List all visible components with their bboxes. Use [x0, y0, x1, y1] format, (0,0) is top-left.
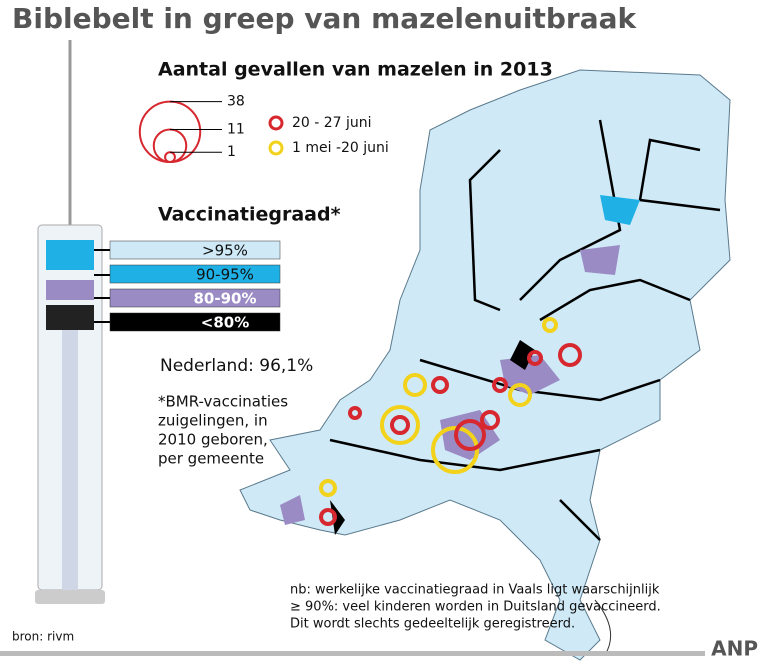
syringe: [35, 40, 110, 604]
vaccination-swatch: [109, 288, 281, 308]
vaccination-swatch: [109, 264, 281, 284]
brand: ANP: [711, 637, 758, 661]
vaccination-title: Vaccinatiegraad*: [158, 204, 341, 226]
footnote-line: zuigelingen, in: [158, 412, 268, 430]
vaccination-swatch: [109, 240, 281, 260]
size-legend-circle: [164, 151, 176, 164]
size-legend-circle: [152, 128, 188, 163]
footnote-line: per gemeente: [158, 450, 264, 468]
vaccination-label: 80-90%: [193, 290, 256, 308]
vaccination-swatch: [109, 312, 281, 332]
period-marker: [268, 115, 284, 131]
source: bron: rivm: [12, 630, 74, 644]
title: Biblebelt in greep van mazelenuitbraak: [12, 2, 638, 35]
note-line: ≥ 90%: veel kinderen worden in Duitsland…: [290, 600, 661, 615]
note-line: Dit wordt slechts gedeeltelijk geregistr…: [290, 617, 575, 632]
size-legend-label: 1: [227, 144, 236, 160]
period-label: 1 mei -20 juni: [292, 140, 389, 156]
vaccination-label: <80%: [201, 314, 249, 332]
map: [239, 69, 731, 661]
footnote-line: *BMR-vaccinaties: [158, 393, 288, 411]
vaccination-label: 90-95%: [196, 266, 254, 284]
bottom-rule: [0, 651, 705, 656]
period-label: 20 - 27 juni: [292, 115, 372, 131]
size-legend-label: 38: [227, 94, 245, 110]
period-marker: [268, 140, 284, 156]
subtitle: Aantal gevallen van mazelen in 2013: [158, 59, 553, 81]
size-legend-label: 11: [227, 121, 245, 137]
national-rate: Nederland: 96,1%: [160, 356, 313, 376]
footnote-line: 2010 geboren,: [158, 431, 268, 449]
note-line: nb: werkelijke vaccinatiegraad in Vaals …: [290, 583, 660, 598]
vaccination-label: >95%: [202, 242, 248, 260]
